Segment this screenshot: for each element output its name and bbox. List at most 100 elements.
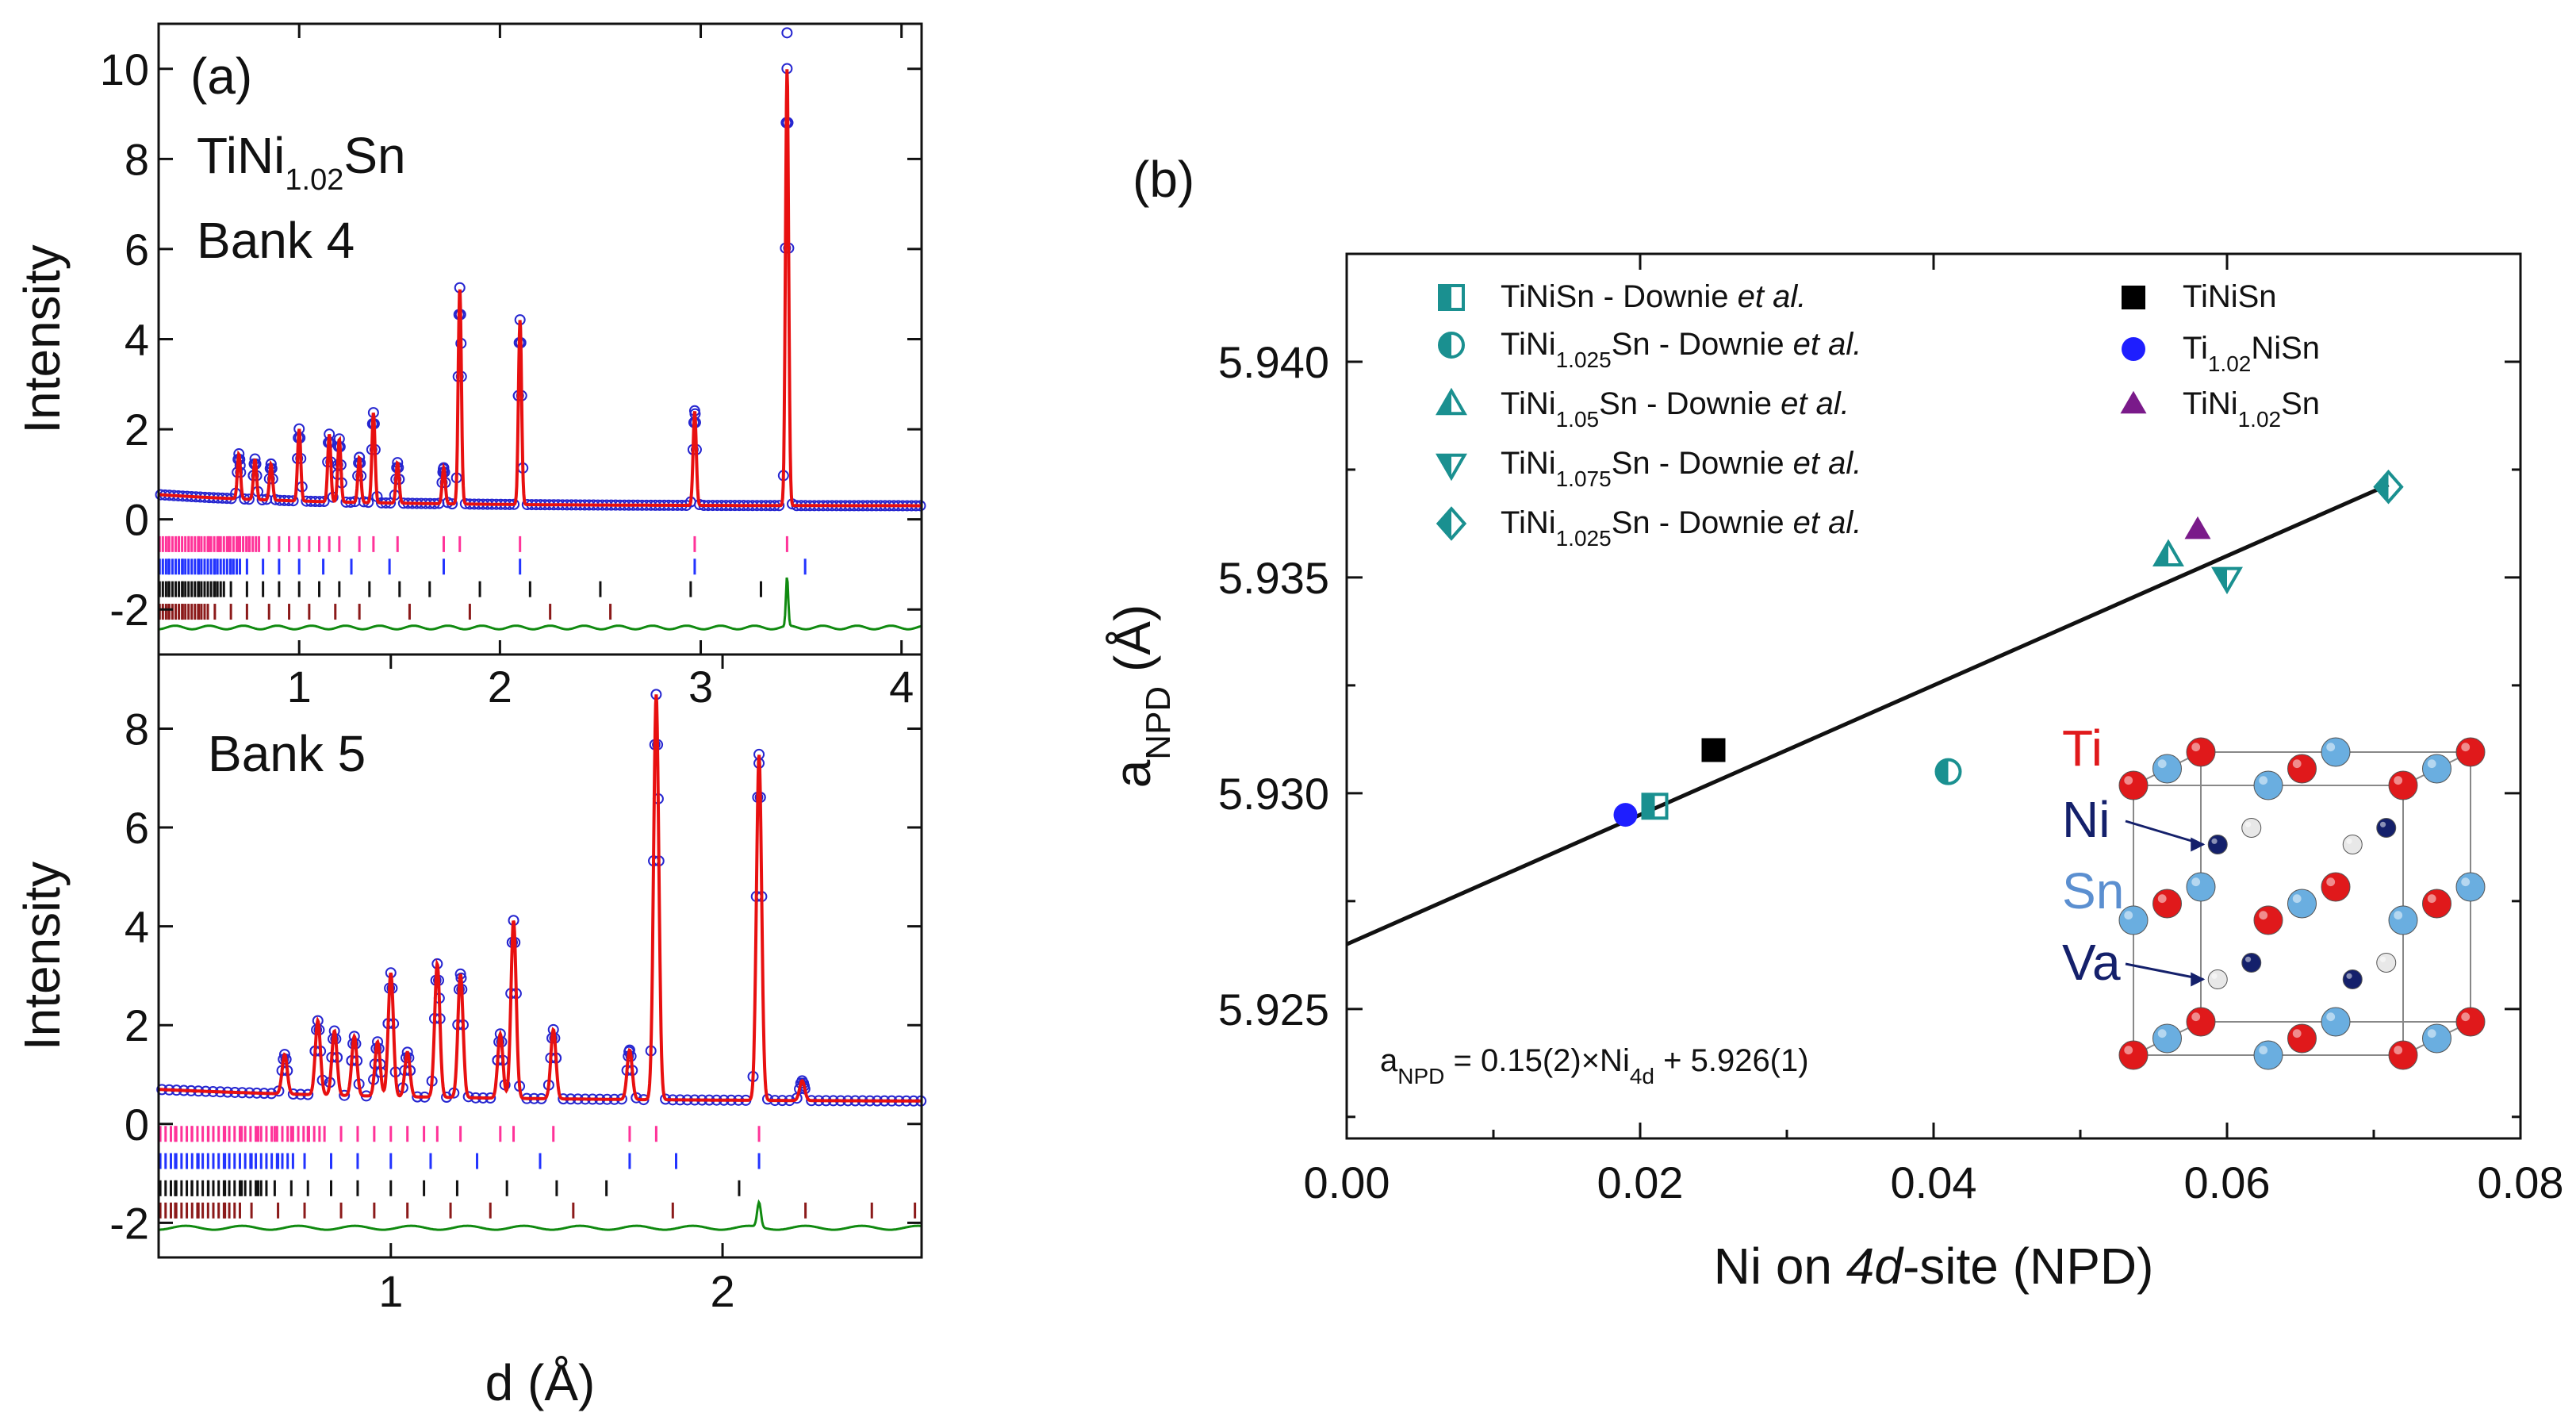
x-tick-label: 2 xyxy=(488,662,512,712)
y-tick-label: -2 xyxy=(109,585,149,635)
x-tick-label: 4 xyxy=(889,662,914,712)
x-tick-label: 3 xyxy=(688,662,713,712)
atom-highlight xyxy=(2461,743,2471,752)
y-axis-label: aNPD (Å) xyxy=(1104,605,1178,789)
y-tick-label: 4 xyxy=(125,902,149,952)
atom xyxy=(2186,872,2216,902)
atom-highlight xyxy=(2394,1046,2403,1055)
y-tick-label: 4 xyxy=(125,315,149,365)
phase-ticks-row-4 xyxy=(158,604,612,620)
atom xyxy=(2152,754,2182,784)
inset-label: Ni xyxy=(2062,791,2110,848)
atom-highlight xyxy=(2259,1046,2268,1055)
atom xyxy=(2241,953,2262,973)
observed-point xyxy=(781,27,793,39)
atom xyxy=(2186,737,2216,767)
inset-arrowhead xyxy=(2191,837,2206,852)
phase-ticks-row-2 xyxy=(159,1153,761,1169)
atom-highlight xyxy=(2427,894,2436,904)
atom xyxy=(2455,872,2486,902)
atom xyxy=(2287,1023,2317,1054)
atom xyxy=(2376,953,2397,973)
atom-highlight xyxy=(2124,776,2133,785)
atom xyxy=(2422,754,2451,784)
phase-ticks-row-1 xyxy=(158,536,788,552)
atom-highlight xyxy=(2326,1012,2336,1022)
atom xyxy=(2321,1007,2351,1037)
panel-a-bank4-chart: 1 2 3 4 -2 0 2 4 6 8 10 Intensity (a) TiNi1.02Sn Bank … xyxy=(13,22,926,712)
x-tick-label: 0.08 xyxy=(2478,1157,2564,1207)
x-tick-label: 2 xyxy=(710,1266,734,1316)
y-tick-label: 6 xyxy=(125,803,149,853)
y-tick-label: 0 xyxy=(125,1100,149,1150)
x-tick-label: 0.00 xyxy=(1304,1157,1390,1207)
atom xyxy=(2422,889,2451,919)
difference-curve xyxy=(158,577,922,631)
legend-marker xyxy=(1438,284,1465,311)
phase-ticks-row-3 xyxy=(158,581,762,597)
x-tick-label: 1 xyxy=(378,1266,403,1316)
atom xyxy=(2455,1007,2486,1037)
y-tick-label: 5.935 xyxy=(1218,553,1329,603)
atom-highlight xyxy=(2157,1029,2167,1038)
phase-ticks-row-4 xyxy=(159,1202,917,1219)
x-tick-label: 1 xyxy=(287,662,312,712)
y-tick-label: 5.925 xyxy=(1218,985,1329,1035)
atom xyxy=(2388,770,2418,800)
phase-ticks-row-1 xyxy=(159,1126,761,1142)
atom-highlight xyxy=(2157,759,2167,769)
phase-ticks-row-3 xyxy=(159,1180,741,1196)
atom-highlight xyxy=(2346,838,2352,844)
atom xyxy=(2287,889,2317,919)
atom xyxy=(2455,737,2486,767)
atom xyxy=(2118,1040,2149,1070)
x-axis-label: d (Å) xyxy=(485,1354,596,1411)
atom-highlight xyxy=(2394,911,2403,920)
x-tick-label: 0.06 xyxy=(2184,1157,2271,1207)
atom-highlight xyxy=(2124,911,2133,920)
data-point xyxy=(2211,566,2243,595)
atom-highlight xyxy=(2394,776,2403,785)
bank-label: Bank 5 xyxy=(208,725,366,782)
data-point xyxy=(1934,758,1962,785)
x-tick-label: 0.02 xyxy=(1597,1157,1684,1207)
observed-data xyxy=(155,27,926,512)
legend-marker xyxy=(1436,387,1467,416)
atom-highlight xyxy=(2461,877,2471,887)
legend-entry: TiNiSn xyxy=(2183,279,2277,314)
atom-highlight xyxy=(2191,877,2201,887)
y-tick-label: -2 xyxy=(109,1198,149,1248)
atom-highlight xyxy=(2292,759,2302,769)
legend-entry: TiNi1.075Sn - Downie et al. xyxy=(1501,446,1861,491)
y-tick-label: 8 xyxy=(125,704,149,754)
difference-curve xyxy=(159,1199,922,1231)
legend-entry: TiNiSn - Downie et al. xyxy=(1501,279,1806,314)
legend-entry: TiNi1.02Sn xyxy=(2183,386,2320,432)
data-point xyxy=(2184,516,2211,539)
inset-arrow xyxy=(2125,962,2204,981)
atom xyxy=(2118,770,2149,800)
data-point xyxy=(1701,738,1726,762)
atom xyxy=(2376,818,2397,838)
atom xyxy=(2152,889,2182,919)
atom-highlight xyxy=(2124,1046,2133,1055)
atom-highlight xyxy=(2191,743,2201,752)
atom xyxy=(2253,770,2283,800)
y-axis-label: Intensity xyxy=(13,244,71,433)
atom-highlight xyxy=(2211,838,2218,844)
data-point xyxy=(1641,793,1669,820)
atom xyxy=(2388,905,2418,935)
data-point xyxy=(1613,803,1638,827)
atom xyxy=(2321,737,2351,767)
legend-entry: TiNi1.025Sn - Downie et al. xyxy=(1501,327,1861,372)
legend-marker xyxy=(2122,337,2145,361)
y-tick-label: 6 xyxy=(125,225,149,274)
data-point xyxy=(2152,539,2184,566)
atom xyxy=(2287,754,2317,784)
legend-entry: TiNi1.025Sn - Downie et al. xyxy=(1501,505,1861,551)
atom xyxy=(2253,905,2283,935)
atom xyxy=(2207,835,2228,854)
y-tick-label: 10 xyxy=(100,44,149,94)
atom-highlight xyxy=(2379,956,2386,962)
inset-label: Sn xyxy=(2062,862,2124,919)
